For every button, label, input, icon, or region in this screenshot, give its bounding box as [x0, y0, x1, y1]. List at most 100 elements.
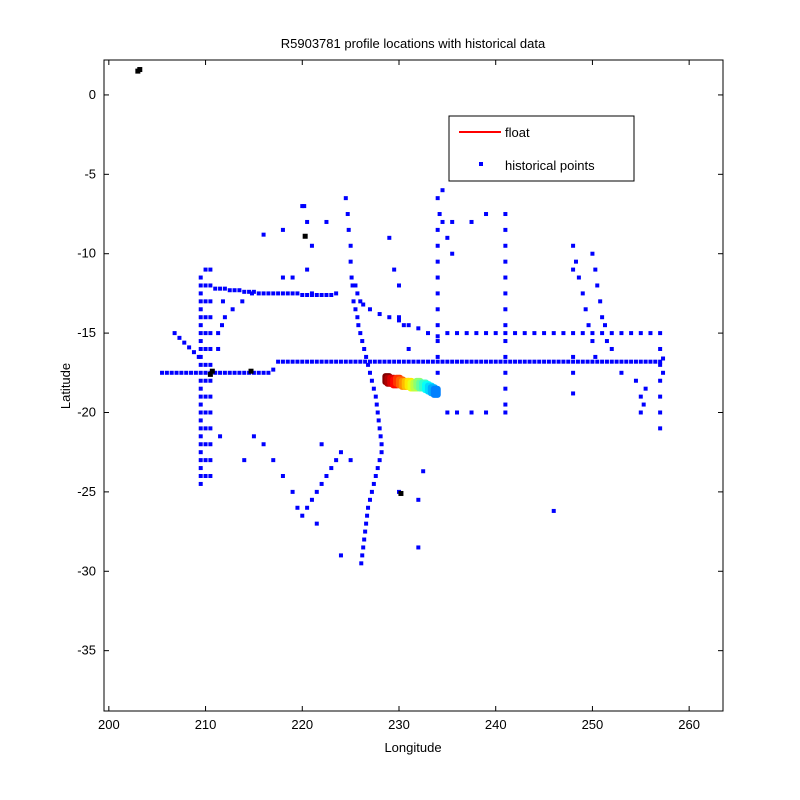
historical-point [575, 359, 580, 364]
historical-point [609, 331, 614, 336]
historical-point [508, 359, 513, 364]
historical-point [227, 370, 232, 375]
historical-point [445, 235, 450, 240]
historical-point [493, 331, 498, 336]
historical-point [208, 458, 213, 463]
historical-point [503, 227, 508, 232]
historical-point [324, 292, 329, 297]
historical-point [551, 508, 556, 513]
historical-point [300, 359, 305, 364]
historical-point [324, 359, 329, 364]
historical-point [280, 291, 285, 296]
historical-point [638, 410, 643, 415]
historical-point [285, 291, 290, 296]
historical-point [329, 466, 334, 471]
historical-point [364, 354, 369, 359]
historical-point [324, 219, 329, 224]
historical-point [355, 291, 360, 296]
historical-point [648, 359, 653, 364]
historical-point [484, 331, 489, 336]
historical-point [240, 299, 245, 304]
historical-point [290, 489, 295, 494]
historical-point [590, 331, 595, 336]
historical-point [406, 359, 411, 364]
historical-point [377, 359, 382, 364]
historical-point [367, 359, 372, 364]
y-tick-label: -15 [77, 325, 96, 340]
historical-point [375, 466, 380, 471]
historical-point [373, 474, 378, 479]
y-tick-label: -30 [77, 563, 96, 578]
historical-point [498, 359, 503, 364]
historical-point [503, 410, 508, 415]
historical-point [426, 359, 431, 364]
historical-point [198, 394, 203, 399]
historical-point [503, 212, 508, 217]
historical-point [435, 334, 440, 339]
historical-point [619, 370, 624, 375]
historical-point [334, 458, 339, 463]
historical-point [658, 346, 663, 351]
historical-point [174, 370, 179, 375]
historical-point [203, 331, 208, 336]
historical-point [203, 474, 208, 479]
historical-point [319, 481, 324, 486]
float-profile-point [430, 385, 441, 398]
historical-point [219, 323, 224, 328]
y-tick-label: 0 [89, 87, 96, 102]
historical-point [343, 196, 348, 201]
historical-point [469, 410, 474, 415]
historical-point [189, 370, 194, 375]
historical-point [203, 299, 208, 304]
historical-point [450, 359, 455, 364]
historical-point [222, 315, 227, 320]
historical-point [208, 426, 213, 431]
historical-point [261, 291, 266, 296]
historical-point [629, 331, 634, 336]
historical-point [208, 394, 213, 399]
historical-point [309, 291, 314, 296]
historical-point [378, 434, 383, 439]
historical-point [216, 346, 221, 351]
historical-point [600, 359, 605, 364]
historical-point [208, 299, 213, 304]
historical-point [309, 359, 314, 364]
historical-point [329, 359, 334, 364]
historical-point [353, 359, 358, 364]
historical-point [324, 474, 329, 479]
historical-point [355, 315, 360, 320]
historical-point [365, 513, 370, 518]
historical-point [348, 458, 353, 463]
historical-point [484, 410, 489, 415]
historical-point [469, 219, 474, 224]
historical-point [208, 315, 213, 320]
historical-point [464, 331, 469, 336]
x-axis-label: Longitude [384, 740, 441, 755]
historical-point [503, 386, 508, 391]
historical-point [435, 243, 440, 248]
x-tick-label: 220 [291, 717, 313, 732]
historical-point [379, 450, 384, 455]
historical-point [571, 370, 576, 375]
historical-point [406, 323, 411, 328]
historical-point [522, 331, 527, 336]
historical-point [455, 331, 460, 336]
y-tick-label: -25 [77, 484, 96, 499]
historical-point [359, 561, 364, 566]
historical-point [216, 331, 221, 336]
historical-point [203, 315, 208, 320]
historical-point [522, 359, 527, 364]
historical-point [208, 474, 213, 479]
historical-point [580, 331, 585, 336]
historical-point [503, 323, 508, 328]
historical-point [191, 350, 196, 355]
historical-point [366, 362, 371, 367]
y-tick-label: -10 [77, 246, 96, 261]
historical-point [573, 259, 578, 264]
historical-point [364, 521, 369, 526]
historical-point [220, 299, 225, 304]
historical-point [203, 426, 208, 431]
historical-point [590, 251, 595, 256]
historical-point [295, 291, 300, 296]
